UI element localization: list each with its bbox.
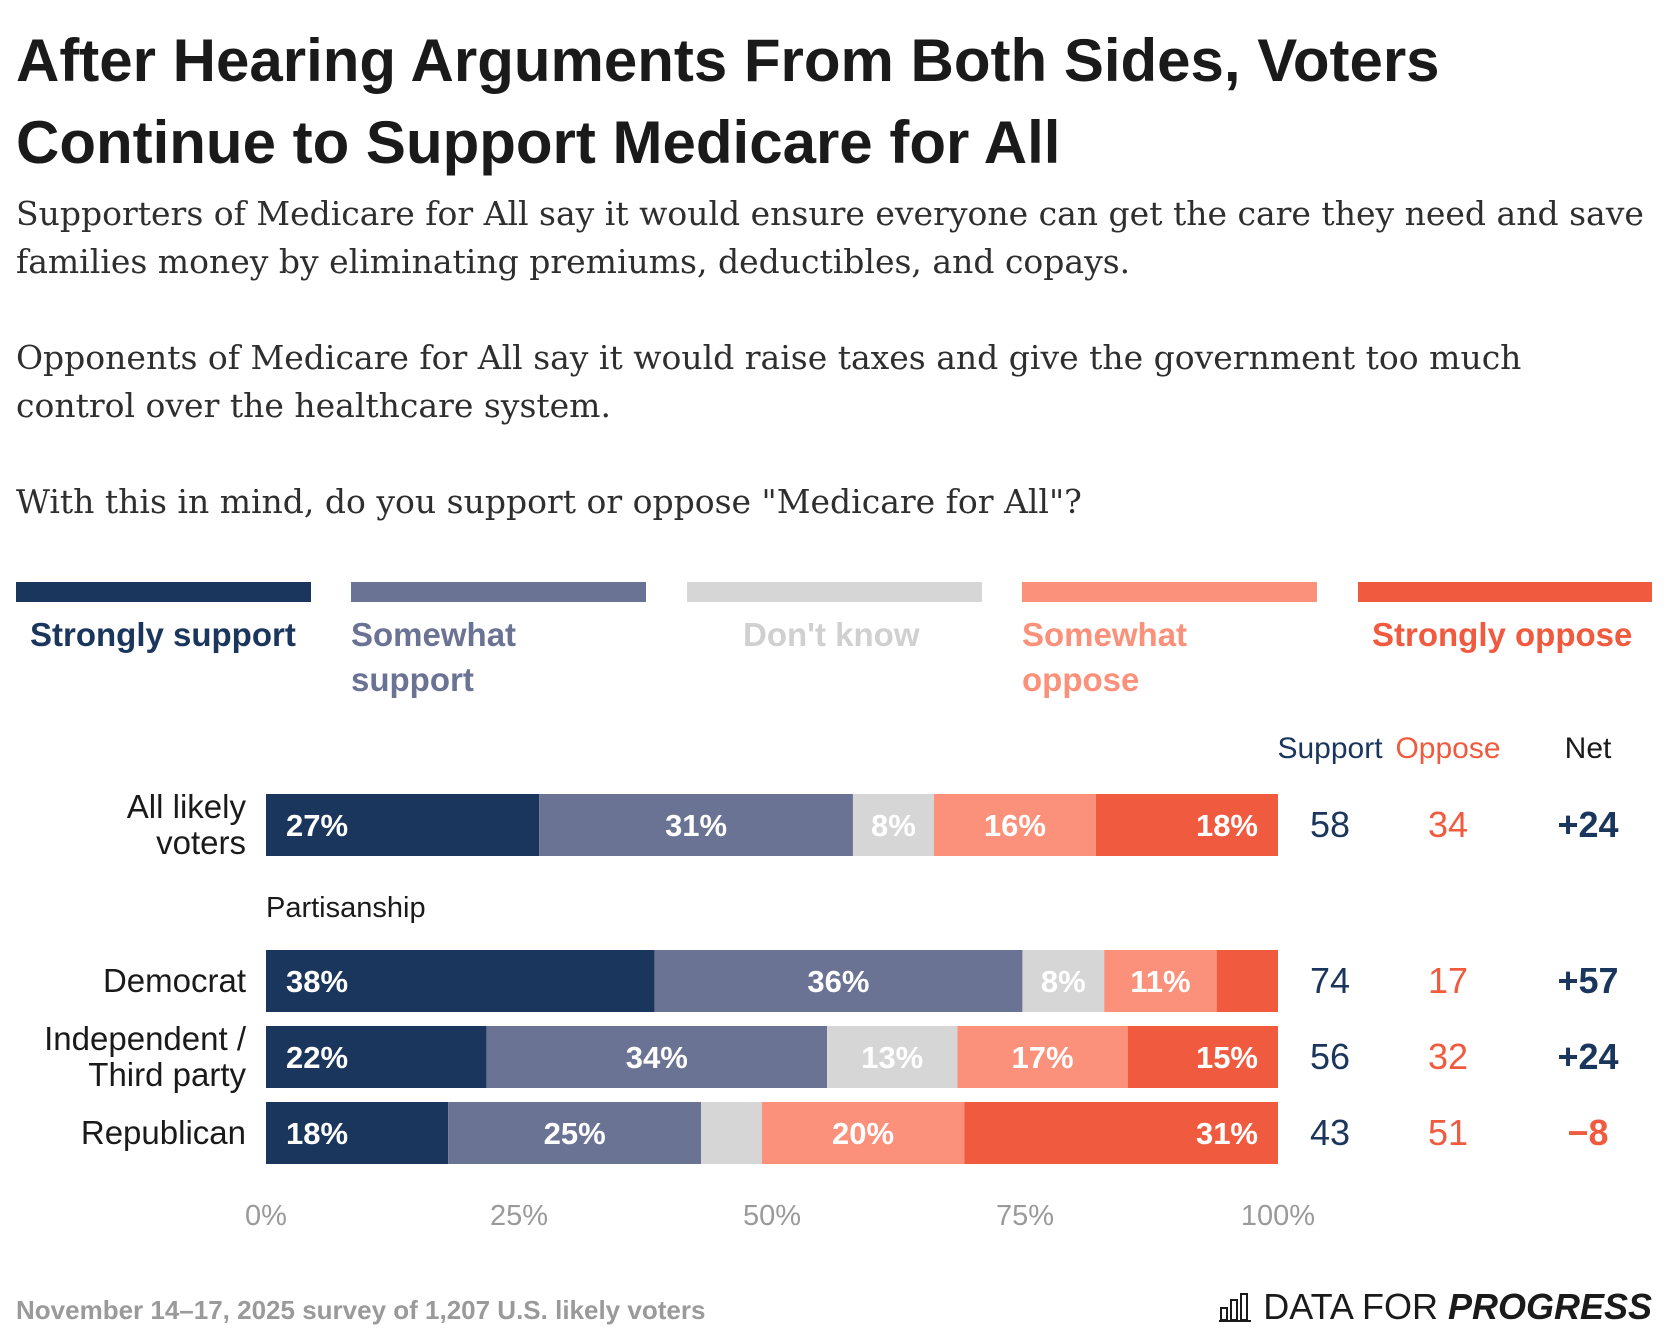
bar-value-label-somewhat-support: 31% [665,808,727,843]
bar-segment-dont-know [827,1026,958,1088]
bar-segment-strongly-support [266,794,540,856]
column-header-support: Support [1277,732,1383,765]
bar-segment-somewhat-oppose [761,1102,965,1164]
net-value: −8 [1567,1112,1609,1153]
row-label: All likely voters [127,789,246,861]
x-tick-label: 25% [489,1200,549,1232]
bar-segment-dont-know [1022,950,1105,1012]
bar-value-label-dont-know: 8% [871,808,916,843]
bar-value-label-strongly-oppose: 31% [1196,1116,1258,1151]
x-tick-label: 100% [1240,1200,1316,1232]
group-label-partisanship: Partisanship [266,892,426,924]
legend-swatch-strongly-support [16,582,311,602]
legend-label-strongly-oppose: Strongly oppose [1372,616,1633,653]
bar-segment-somewhat-support [448,1102,702,1164]
bar-value-label-somewhat-oppose: 16% [984,808,1046,843]
row-label: Republican [81,1115,246,1151]
legend-swatch-strongly-oppose [1358,582,1652,602]
bar-segment-dont-know [701,1102,762,1164]
legend-swatch-somewhat-support [351,582,646,602]
bar-segment-strongly-oppose [1095,794,1278,856]
bar-value-label-dont-know: 13% [861,1040,923,1075]
bar-segment-strongly-oppose [1127,1026,1278,1088]
bar-segment-strongly-support [266,950,655,1012]
oppose-value: 51 [1427,1112,1469,1153]
bar-segment-somewhat-oppose [1104,950,1217,1012]
bar-value-label-somewhat-support: 34% [626,1040,688,1075]
bar-value-label-strongly-oppose: 15% [1196,1040,1258,1075]
net-value: +24 [1557,804,1619,845]
bar-value-label-strongly-support: 38% [286,964,348,999]
legend-swatch-somewhat-oppose [1022,582,1317,602]
support-value: 43 [1309,1112,1351,1153]
net-value: +57 [1557,960,1619,1001]
x-tick-label: 0% [245,1200,287,1232]
support-value: 56 [1309,1036,1351,1077]
subtitle-opponents: Opponents of Medicare for All say it wou… [16,338,1522,425]
column-header-oppose: Oppose [1395,732,1501,765]
net-value: +24 [1557,1036,1619,1077]
bar-value-label-somewhat-support: 36% [807,964,869,999]
row-label-line: Third party [88,1056,246,1093]
row-label-line: voters [156,824,246,861]
legend-label-strongly-support: Strongly support [30,616,296,653]
row-label-line: All likely [126,788,246,825]
bar-segment-dont-know [852,794,934,856]
bar-segment-strongly-support [266,1026,487,1088]
row-label: Independent / Third party [44,1021,246,1093]
bar-value-label-dont-know: 8% [1041,964,1086,999]
footer-note: November 14–17, 2025 survey of 1,207 U.S… [16,1295,706,1325]
bar-chart-icon [1219,1293,1252,1322]
bar-value-label-strongly-support: 27% [286,808,348,843]
column-header-net: Net [1564,732,1612,765]
brand-text-data-for: DATA FOR [1263,1286,1438,1327]
bar-segment-somewhat-support [539,794,853,856]
row-label-line: Democrat [102,962,246,999]
row-label: Democrat [103,963,246,999]
bar-segment-strongly-oppose [964,1102,1278,1164]
legend-label-somewhat-oppose: Somewhat oppose [1022,616,1188,698]
oppose-value: 32 [1427,1036,1469,1077]
x-tick-label: 50% [742,1200,802,1232]
brand-logo: DATA FOR PROGRESS [1219,1286,1652,1328]
oppose-value: 17 [1427,960,1469,1001]
bar-segment-strongly-support [266,1102,449,1164]
support-value: 74 [1309,960,1351,1001]
oppose-value: 34 [1427,804,1469,845]
bar-segment-somewhat-oppose [933,794,1096,856]
bar-segment-strongly-oppose [1216,950,1278,1012]
row-label-line: Independent / [44,1020,246,1057]
legend-swatch-dont-know [687,582,982,602]
bar-segment-somewhat-support [486,1026,828,1088]
bar-value-label-somewhat-oppose: 11% [1130,964,1190,999]
bar-value-label-somewhat-support: 25% [544,1116,606,1151]
support-value: 58 [1309,804,1351,845]
bar-value-label-somewhat-oppose: 17% [1012,1040,1074,1075]
brand-text-progress: PROGRESS [1447,1286,1652,1327]
chart-title: After Hearing Arguments From Both Sides,… [16,27,1440,176]
row-label-line: Republican [80,1114,246,1151]
bar-value-label-strongly-support: 22% [286,1040,348,1075]
x-tick-label: 75% [995,1200,1055,1232]
bar-value-label-strongly-support: 18% [286,1116,348,1151]
subtitle-supporters: Supporters of Medicare for All say it wo… [16,194,1644,281]
legend-label-dont-know: Don't know [743,616,920,653]
bar-segment-somewhat-support [654,950,1023,1012]
bar-value-label-strongly-oppose: 18% [1196,808,1258,843]
subtitle-question: With this in mind, do you support or opp… [16,482,1082,521]
bar-segment-somewhat-oppose [957,1026,1128,1088]
bar-value-label-somewhat-oppose: 20% [832,1116,894,1151]
legend-label-somewhat-support: Somewhat support [351,616,517,698]
